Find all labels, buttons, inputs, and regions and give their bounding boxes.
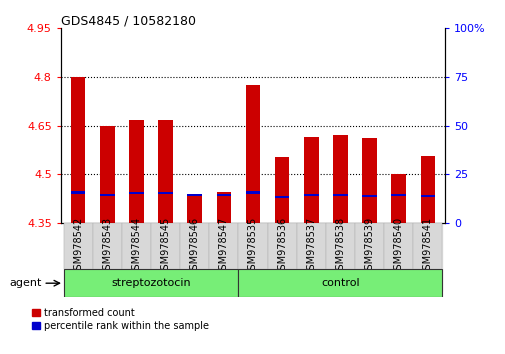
Bar bbox=[92, 223, 122, 291]
Bar bbox=[129, 120, 143, 223]
Bar bbox=[413, 223, 441, 291]
Bar bbox=[355, 223, 383, 269]
Bar bbox=[180, 223, 209, 269]
Bar bbox=[209, 223, 238, 291]
Bar bbox=[71, 191, 85, 194]
Text: streptozotocin: streptozotocin bbox=[111, 278, 190, 288]
Text: GDS4845 / 10582180: GDS4845 / 10582180 bbox=[61, 14, 195, 27]
Bar bbox=[304, 137, 318, 223]
Bar bbox=[245, 191, 260, 194]
Bar bbox=[304, 194, 318, 196]
Text: GSM978536: GSM978536 bbox=[277, 216, 286, 276]
Bar bbox=[325, 223, 355, 291]
Text: GSM978545: GSM978545 bbox=[160, 216, 170, 276]
Bar bbox=[383, 223, 413, 291]
Text: GSM978546: GSM978546 bbox=[189, 216, 199, 276]
Text: GSM978547: GSM978547 bbox=[219, 216, 228, 276]
Bar bbox=[158, 120, 173, 223]
Bar bbox=[267, 223, 296, 291]
Bar bbox=[158, 192, 173, 194]
Bar bbox=[274, 157, 289, 223]
Bar bbox=[296, 223, 325, 269]
Text: GSM978535: GSM978535 bbox=[247, 216, 258, 276]
Bar bbox=[238, 223, 267, 269]
Bar bbox=[238, 223, 267, 291]
Bar bbox=[238, 269, 441, 297]
Bar bbox=[180, 223, 209, 291]
Bar bbox=[92, 223, 122, 269]
Text: GSM978544: GSM978544 bbox=[131, 216, 141, 276]
Bar bbox=[390, 174, 405, 223]
Bar bbox=[64, 269, 238, 297]
Bar bbox=[325, 223, 355, 269]
Bar bbox=[122, 223, 150, 291]
Bar bbox=[71, 77, 85, 223]
Bar bbox=[245, 85, 260, 223]
Bar bbox=[209, 223, 238, 269]
Bar bbox=[150, 223, 180, 291]
Text: GSM978542: GSM978542 bbox=[73, 216, 83, 276]
Text: GSM978541: GSM978541 bbox=[422, 216, 432, 276]
Text: control: control bbox=[321, 278, 359, 288]
Bar bbox=[122, 223, 150, 269]
Bar bbox=[150, 223, 180, 269]
Text: GSM978543: GSM978543 bbox=[102, 216, 112, 276]
Text: GSM978540: GSM978540 bbox=[393, 216, 403, 276]
Bar bbox=[267, 223, 296, 269]
Bar bbox=[100, 126, 115, 223]
Bar bbox=[187, 194, 201, 196]
Bar bbox=[420, 156, 434, 223]
Bar bbox=[355, 223, 383, 291]
Bar bbox=[390, 194, 405, 196]
Bar bbox=[129, 192, 143, 194]
Bar bbox=[296, 223, 325, 291]
Bar bbox=[413, 223, 441, 269]
Text: GSM978537: GSM978537 bbox=[306, 216, 316, 276]
Text: agent: agent bbox=[10, 278, 42, 288]
Bar bbox=[216, 192, 231, 223]
Text: GSM978538: GSM978538 bbox=[335, 216, 345, 276]
Bar bbox=[332, 135, 347, 223]
Legend: transformed count, percentile rank within the sample: transformed count, percentile rank withi… bbox=[30, 306, 210, 332]
Bar bbox=[362, 138, 376, 223]
Bar bbox=[383, 223, 413, 269]
Bar bbox=[187, 195, 201, 223]
Bar bbox=[362, 195, 376, 197]
Bar bbox=[64, 223, 92, 291]
Bar bbox=[64, 223, 92, 269]
Bar bbox=[216, 194, 231, 196]
Bar bbox=[420, 195, 434, 197]
Bar bbox=[274, 196, 289, 198]
Bar bbox=[100, 194, 115, 196]
Text: GSM978539: GSM978539 bbox=[364, 216, 374, 276]
Bar bbox=[332, 194, 347, 196]
